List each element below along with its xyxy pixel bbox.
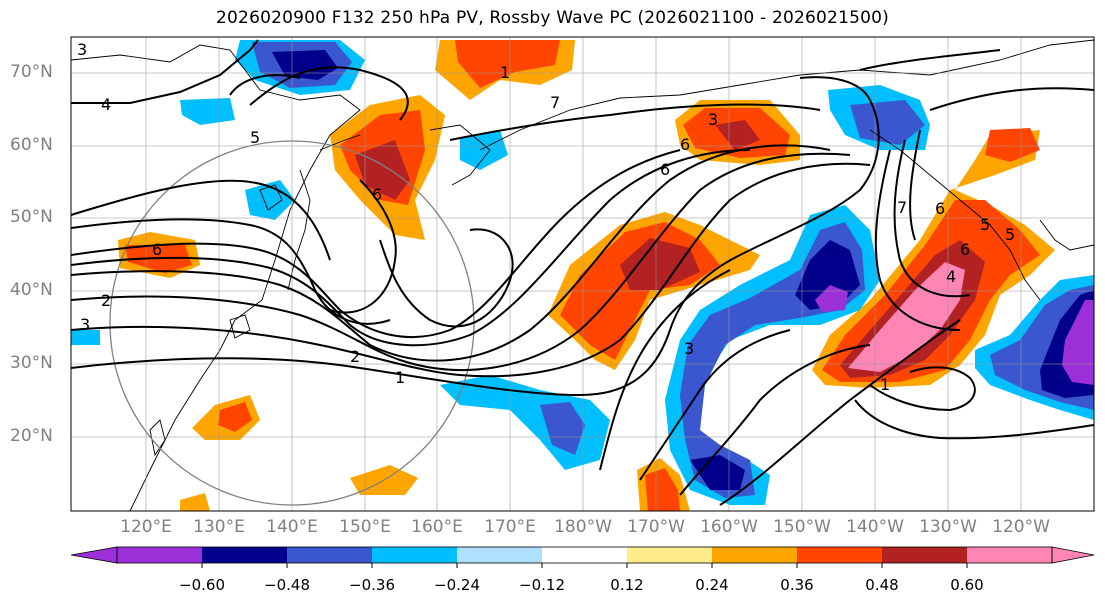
lon-label: 150°E: [339, 517, 391, 537]
colorbar-tick-label: −0.36: [349, 576, 395, 594]
colorbar-tick-label: −0.24: [434, 576, 480, 594]
lon-label: 120°E: [120, 517, 172, 537]
negative-anomaly-north: [180, 40, 930, 220]
contour-label: 3: [77, 40, 87, 59]
lat-label: 50°N: [10, 207, 53, 227]
colorbar-max-extend: [1051, 546, 1095, 564]
contour-label: 4: [101, 95, 111, 114]
colorbar-bin: [372, 547, 457, 563]
lat-label: 40°N: [10, 280, 53, 300]
contour-label: 5: [980, 215, 990, 234]
colorbar-bin: [712, 547, 797, 563]
lat-label: 70°N: [10, 62, 53, 82]
contour-label: 6: [935, 199, 945, 218]
colorbar-bin: [797, 547, 882, 563]
contour-label: 2: [101, 291, 111, 310]
contour-label: 6: [372, 185, 382, 204]
colorbar-tick-label: −0.48: [264, 576, 310, 594]
colorbar-min-extend: [70, 546, 118, 564]
map-frame: [70, 36, 1095, 512]
lon-label: 160°W: [700, 517, 758, 537]
pv-contour-labels: 3 4 5 6 6 2 3 1 2 3 6 7 7 6 5 3 1 1 6 6 …: [77, 40, 1015, 394]
colorbar-bin: [287, 547, 372, 563]
contour-label: 3: [684, 339, 694, 358]
lat-label: 30°N: [10, 353, 53, 373]
lon-label: 140°E: [266, 517, 318, 537]
contour-label: 4: [946, 267, 956, 286]
contour-label: 1: [500, 63, 510, 82]
contour-label: 3: [80, 315, 90, 334]
lon-label: 130°W: [919, 517, 977, 537]
colorbar-tick-label: 0.48: [865, 576, 899, 594]
lon-label: 170°W: [627, 517, 685, 537]
lon-label: 160°E: [411, 517, 463, 537]
colorbar-bin: [457, 547, 542, 563]
lon-label: 130°E: [193, 517, 245, 537]
negative-anomaly-east-pacific: [71, 275, 1094, 420]
colorbar: [70, 546, 1095, 568]
lon-label: 120°W: [992, 517, 1050, 537]
colorbar-tick-label: 0.36: [780, 576, 814, 594]
gridlines: [71, 37, 1094, 511]
map-title: 2026020900 F132 250 hPa PV, Rossby Wave …: [216, 8, 889, 28]
colorbar-bin: [542, 547, 627, 563]
contour-label: 5: [250, 128, 260, 147]
colorbar-tick-label: 0.24: [695, 576, 729, 594]
contour-label: 6: [680, 135, 690, 154]
positive-anomaly-nw-pacific: [118, 40, 575, 278]
contour-label: 7: [550, 93, 560, 112]
colorbar-bin: [882, 547, 967, 563]
lat-label: 60°N: [10, 135, 53, 155]
contour-label: 6: [152, 240, 162, 259]
lat-label: 20°N: [10, 426, 53, 446]
contour-label: 7: [897, 198, 907, 217]
contour-label: 1: [395, 368, 405, 387]
lon-label: 150°W: [773, 517, 831, 537]
coastlines: [71, 39, 1094, 511]
lon-label: 140°W: [846, 517, 904, 537]
contour-label: 6: [960, 240, 970, 259]
contour-label: 6: [660, 160, 670, 179]
contour-label: 5: [1005, 225, 1015, 244]
colorbar-tick-label: −0.60: [179, 576, 225, 594]
lon-label: 170°E: [484, 517, 536, 537]
colorbar-bin: [627, 547, 712, 563]
lon-label: 180°W: [554, 517, 612, 537]
colorbar-tick-label: 0.12: [610, 576, 644, 594]
pv-contours: [71, 39, 1094, 506]
contour-label: 1: [880, 375, 890, 394]
colorbar-tick-label: 0.60: [950, 576, 984, 594]
colorbar-bin: [202, 547, 287, 563]
contour-label: 2: [350, 347, 360, 366]
contour-label: 3: [708, 110, 718, 129]
colorbar-tick-label: −0.12: [519, 576, 565, 594]
colorbar-bin: [967, 547, 1052, 563]
colorbar-bin: [117, 547, 202, 563]
